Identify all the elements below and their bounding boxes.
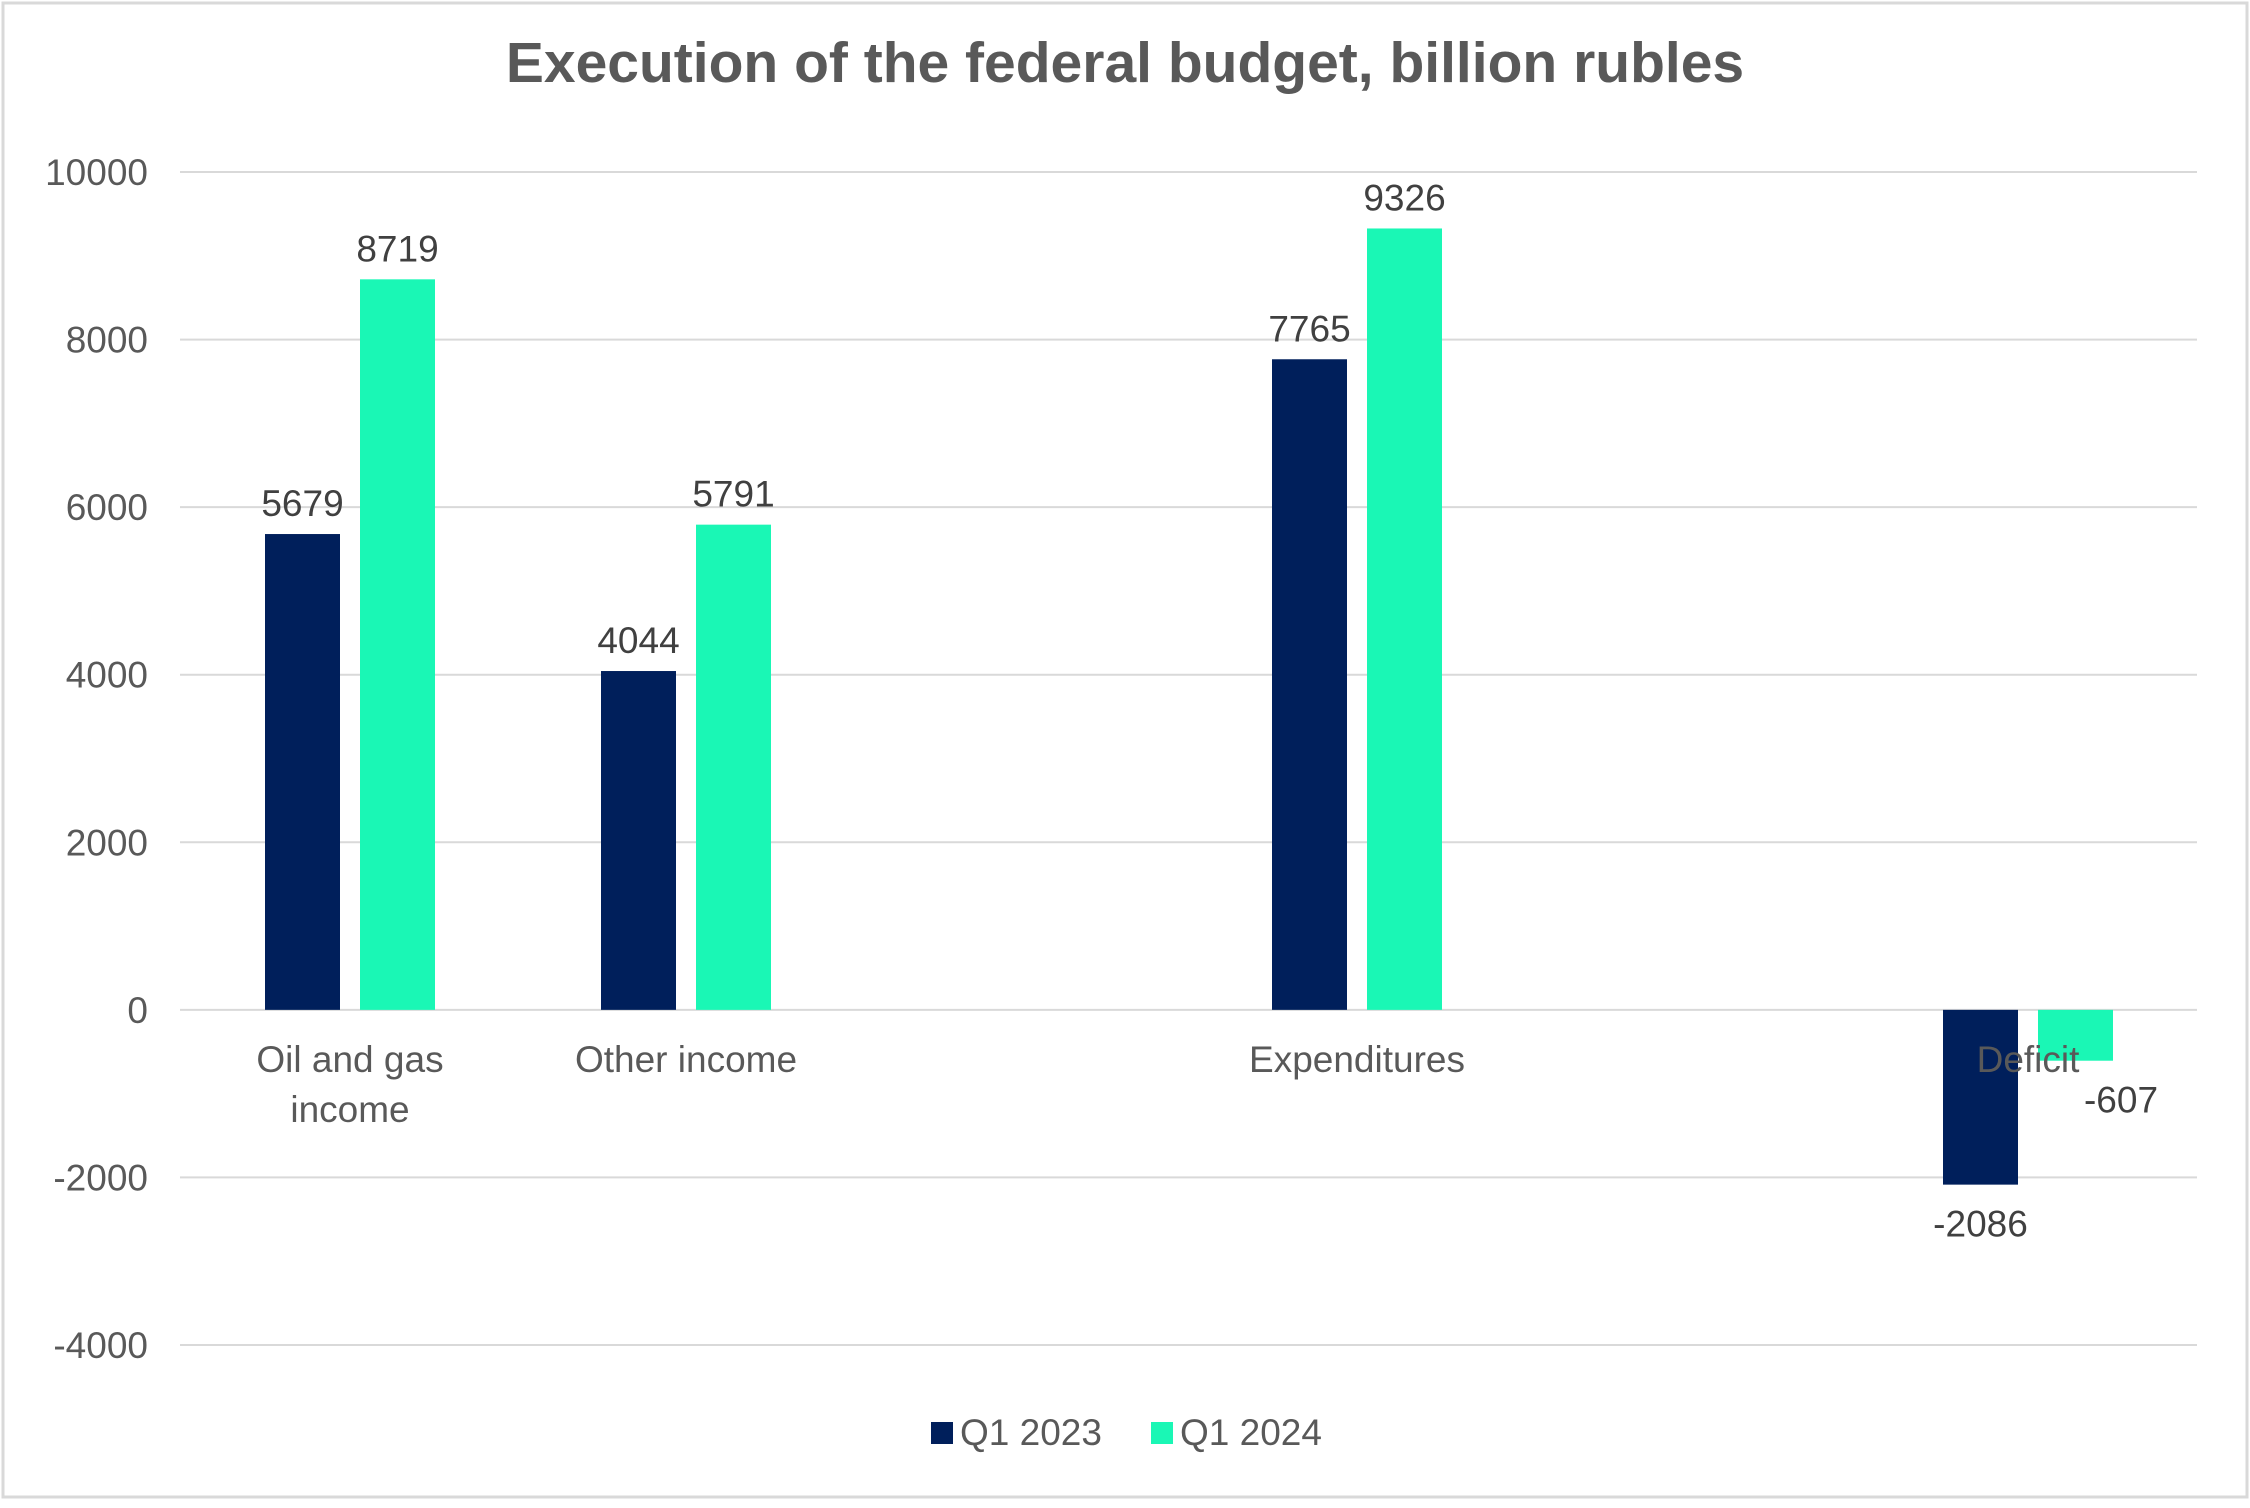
data-label: 7765 [1268,308,1350,349]
bar[interactable] [696,524,771,1010]
chart-title: Execution of the federal budget, billion… [506,31,1744,95]
bar[interactable] [2038,1009,2113,1061]
legend-swatch-q1-2024 [1151,1422,1173,1444]
y-tick-label: 10000 [45,152,148,193]
category-label: Oil and gas [256,1039,443,1080]
data-label: 4044 [597,620,679,661]
bar[interactable] [1367,228,1442,1010]
bar[interactable] [360,279,435,1010]
bar[interactable] [265,534,340,1010]
category-label: Deficit [1977,1039,2081,1080]
legend-item-q1-2023[interactable]: Q1 2023 [931,1412,1102,1453]
legend: Q1 2023 Q1 2024 [931,1412,1322,1453]
gridlines [180,171,2197,1346]
data-label: 8719 [356,228,438,269]
data-label: -2086 [1933,1204,2028,1245]
data-labels: 5679 4044 7765 -2086 8719 5791 9326 -607 [261,177,2158,1244]
legend-item-q1-2024[interactable]: Q1 2024 [1151,1412,1322,1453]
category-label: Other income [575,1039,797,1080]
y-tick-label: 4000 [66,655,148,696]
y-tick-label: 0 [127,990,148,1031]
data-label: 5679 [261,483,343,524]
legend-swatch-q1-2023 [931,1422,953,1444]
data-label: 5791 [692,474,774,515]
legend-label-q1-2024: Q1 2024 [1180,1412,1322,1453]
bars [265,228,2113,1185]
y-axis-tick-labels: 10000 8000 6000 4000 2000 0 -2000 -4000 [45,152,148,1366]
y-tick-label: -2000 [53,1157,148,1198]
bar[interactable] [601,671,676,1010]
y-tick-label: 8000 [66,320,148,361]
data-label: -607 [2084,1080,2158,1121]
y-tick-label: -4000 [53,1325,148,1366]
data-label: 9326 [1363,177,1445,218]
bar[interactable] [1272,359,1347,1010]
category-label: income [290,1089,409,1130]
category-labels: Oil and gas income Other income Expenditure… [256,1039,2080,1130]
bar[interactable] [1943,1009,2018,1185]
legend-label-q1-2023: Q1 2023 [960,1412,1102,1453]
category-label: Expenditures [1249,1039,1465,1080]
y-tick-label: 2000 [66,822,148,863]
y-tick-label: 6000 [66,487,148,528]
